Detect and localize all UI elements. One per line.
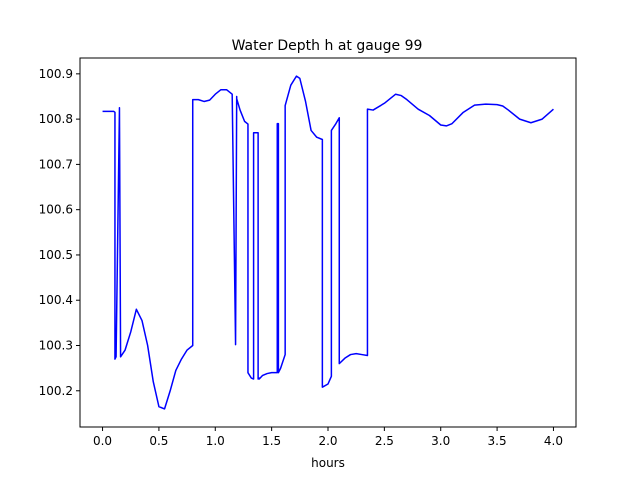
axes-frame — [79, 57, 577, 428]
y-axis-ticks: 100.2 100.3 100.4 100.5 100.6 100.7 100.8 100.9 — [39, 67, 80, 398]
y-tick-label: 100.2 — [39, 384, 73, 398]
y-tick-label: 100.5 — [39, 248, 73, 262]
y-tick-label: 100.7 — [39, 157, 73, 171]
x-axis-label: hours — [311, 456, 345, 470]
x-tick-label: 0.0 — [93, 434, 112, 448]
y-tick-label: 100.3 — [39, 339, 73, 353]
y-tick-label: 100.4 — [39, 293, 73, 307]
y-tick-label: 100.9 — [39, 67, 73, 81]
x-tick-label: 0.5 — [149, 434, 168, 448]
x-tick-label: 4.0 — [544, 434, 563, 448]
x-tick-label: 3.0 — [431, 434, 450, 448]
x-tick-label: 2.0 — [318, 434, 337, 448]
y-tick-label: 100.8 — [39, 112, 73, 126]
plot-area — [102, 75, 554, 410]
x-tick-label: 3.5 — [488, 434, 507, 448]
series-line-0 — [102, 75, 554, 410]
x-tick-label: 1.0 — [206, 434, 225, 448]
x-axis-ticks: 0.0 0.5 1.0 1.5 2.0 2.5 3.0 3.5 4.0 — [93, 427, 563, 448]
y-tick-label: 100.6 — [39, 203, 73, 217]
x-tick-label: 1.5 — [262, 434, 281, 448]
x-tick-label: 2.5 — [375, 434, 394, 448]
chart-title: Water Depth h at gauge 99 — [232, 38, 423, 54]
